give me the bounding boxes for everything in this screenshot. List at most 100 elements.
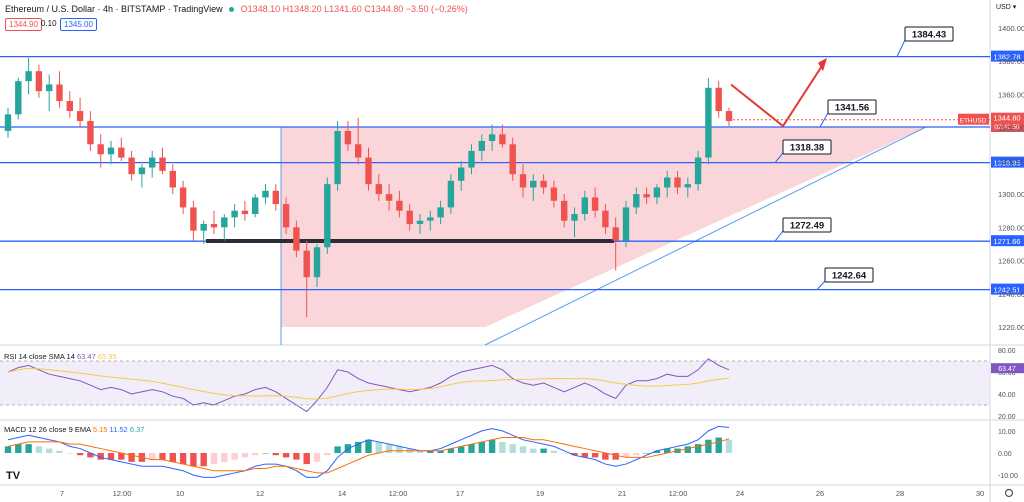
current-price-label: 1344.80	[993, 114, 1020, 123]
y-tick-label: 1240.00	[998, 290, 1024, 299]
currency-label: USD ▾	[996, 4, 1017, 11]
macd-histogram-bar	[468, 444, 475, 453]
candle-body	[344, 130, 352, 145]
macd-histogram-bar	[355, 441, 362, 453]
level-callout-box	[782, 139, 832, 155]
macd-histogram-bar	[97, 453, 104, 460]
x-tick-label: 30	[976, 489, 984, 498]
macd-histogram-bar	[715, 437, 722, 453]
macd-histogram-bar	[643, 453, 650, 454]
level-callout-box	[824, 267, 874, 283]
macd-histogram-bar	[252, 453, 259, 456]
candle-body	[622, 207, 630, 241]
rsi-value-badge	[991, 363, 1024, 374]
candle-body	[643, 194, 650, 198]
rsi-value-badge-label: 63.47	[998, 366, 1016, 373]
candle-body	[365, 157, 372, 185]
macd-line-value: 11.52	[109, 425, 128, 434]
macd-histogram-bar	[664, 448, 671, 453]
candle-body	[519, 174, 527, 188]
candle-body	[107, 147, 115, 155]
x-tick-label: 28	[896, 489, 904, 498]
candle-body	[138, 167, 146, 175]
candle-body	[179, 187, 187, 208]
level-callout-line	[774, 230, 784, 242]
level-callout-line	[819, 112, 829, 128]
candle-body	[602, 210, 609, 228]
macd-histogram-bar	[653, 450, 661, 453]
candle-body	[15, 81, 22, 115]
candle-body	[35, 71, 43, 92]
macd-histogram-bar	[87, 453, 94, 458]
macd-tick-label: 0.00	[998, 451, 1012, 458]
macd-histogram-bar	[231, 453, 238, 460]
projection-arrowhead	[818, 57, 827, 72]
macd-histogram-bar	[282, 453, 290, 458]
macd-histogram-bar	[571, 453, 578, 456]
candle-body	[488, 134, 496, 141]
level-callout-label: 1341.56	[835, 103, 869, 114]
candle-body	[128, 157, 135, 175]
axis-level-label: 1242.51	[993, 286, 1020, 295]
level-callout-label: 1384.43	[912, 30, 946, 41]
macd-histogram-bar	[169, 453, 176, 462]
macd-histogram-bar	[694, 444, 702, 453]
macd-signal-line	[7, 437, 730, 474]
candle-body	[612, 227, 619, 241]
macd-histogram-bar	[35, 446, 43, 453]
macd-hist-value: 5.15	[92, 425, 108, 434]
macd-histogram-bar	[128, 453, 135, 462]
axis-level-label: 1382.78	[993, 53, 1020, 62]
axis-level-label: 1271.66	[993, 237, 1020, 246]
tradingview-logo-icon: TV	[6, 470, 21, 482]
macd-tick-label: -10.00	[998, 473, 1018, 480]
candle-body	[324, 184, 331, 248]
y-tick-label: 1340.00	[998, 124, 1024, 133]
macd-histogram-bar	[509, 444, 516, 453]
macd-histogram-bar	[437, 450, 444, 453]
macd-histogram-bar	[622, 453, 630, 458]
candle-body	[674, 177, 681, 188]
macd-histogram-bar	[519, 446, 527, 453]
macd-label: MACD 12 26 close 9 EMA	[4, 425, 91, 434]
candle-body	[46, 84, 53, 92]
candle-body	[210, 224, 218, 228]
macd-histogram-bar	[447, 448, 455, 453]
y-tick-label: 1220.00	[998, 323, 1024, 332]
buy-button[interactable]: 1345.00	[60, 18, 97, 31]
macd-histogram-bar	[725, 439, 733, 453]
rsi-label: RSI 14 close SMA 14	[4, 352, 75, 361]
macd-histogram-bar	[612, 453, 619, 460]
candle-body	[159, 157, 166, 171]
candle-body	[272, 190, 279, 205]
macd-signal-value: 6.37	[129, 425, 145, 434]
candle-body	[509, 144, 516, 175]
macd-histogram-bar	[633, 453, 640, 456]
level-callout-box	[904, 26, 954, 42]
candle-body	[169, 170, 176, 188]
rsi-tick-label: 40.00	[998, 392, 1016, 399]
sell-button[interactable]: 1344.90	[5, 18, 42, 31]
symbol-label: ETHUSD	[960, 118, 987, 125]
level-callout-label: 1272.49	[790, 221, 824, 232]
candle-body	[231, 210, 238, 218]
chart-header: Ethereum / U.S. Dollar · 4h · BITSTAMP ·…	[5, 4, 472, 14]
candle-body	[385, 194, 393, 201]
candle-body	[118, 147, 125, 158]
level-callout-line	[896, 39, 906, 57]
x-tick-label: 12:00	[389, 489, 408, 498]
macd-histogram-bar	[241, 453, 249, 458]
macd-histogram-bar	[396, 446, 403, 453]
candle-body	[499, 134, 506, 145]
candle-body	[591, 197, 599, 211]
ascending-trendline	[484, 126, 927, 346]
macd-histogram-bar	[540, 448, 547, 453]
candle-body	[200, 224, 207, 231]
candle-body	[262, 190, 269, 198]
y-tick-label: 1400.00	[998, 24, 1024, 33]
candle-body	[190, 207, 197, 231]
macd-histogram-bar	[705, 439, 712, 453]
level-callout-line	[816, 280, 826, 290]
candle-body	[149, 157, 156, 168]
